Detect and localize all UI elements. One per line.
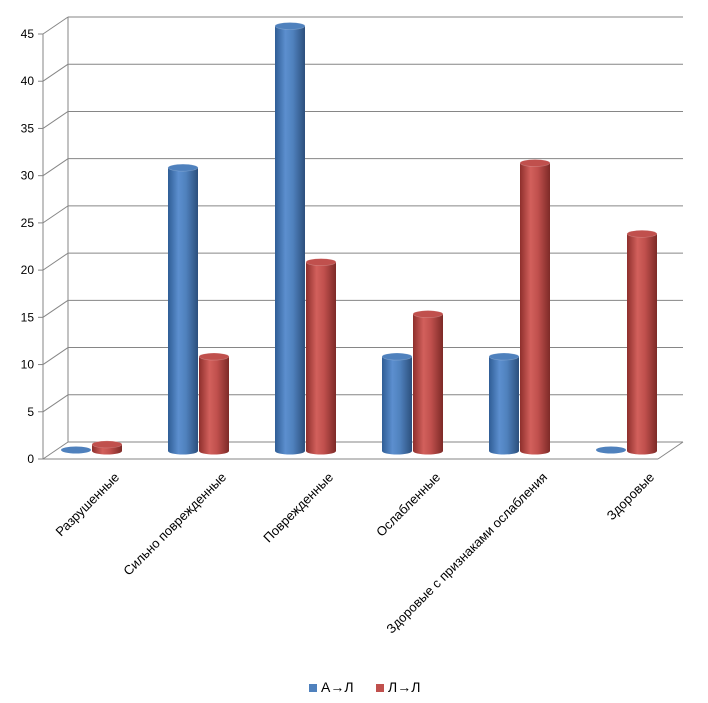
x-tick-label: Здоровые	[604, 470, 657, 523]
gridline-side	[42, 347, 69, 365]
y-axis: 0 5 10 15 20 25 30 35 40 45	[21, 27, 44, 466]
gridline-side	[42, 158, 69, 177]
y-tick-label: 35	[21, 121, 35, 135]
gridline-side	[42, 16, 69, 35]
gridline-side	[42, 111, 69, 129]
x-tick-label: Разрушенные	[52, 470, 122, 540]
legend-item-1: А→Л	[309, 679, 354, 695]
legend-item-2: Л→Л	[376, 679, 420, 695]
y-tick-label: 0	[27, 452, 34, 466]
bar-series2-5	[626, 229, 658, 455]
bar-series2-2	[305, 258, 337, 455]
bar-series1-1	[167, 163, 199, 455]
gridline-side	[42, 252, 69, 271]
bar-series1-4	[488, 352, 520, 455]
legend-label: А→Л	[321, 679, 354, 695]
gridline-side	[42, 63, 69, 82]
bar-series1-3	[381, 352, 413, 455]
bar-series2-1	[198, 352, 230, 455]
y-tick-label: 15	[21, 310, 35, 324]
floor-left-edge	[42, 441, 69, 460]
bar-series1-5	[596, 446, 626, 454]
gridline-side	[42, 299, 69, 318]
y-tick-label: 20	[21, 263, 35, 277]
grid	[42, 16, 684, 460]
bar-series2-3	[412, 310, 444, 455]
y-tick-label: 10	[21, 358, 35, 372]
x-tick-label: Поврежденные	[260, 470, 336, 546]
x-tick-label: Сильно поврежденные	[120, 470, 229, 579]
y-tick-label: 5	[27, 405, 34, 419]
legend: А→Л Л→Л	[309, 679, 420, 695]
y-tick-label: 40	[21, 74, 35, 88]
gridline-side	[42, 394, 69, 413]
gridline-side	[42, 205, 69, 224]
y-tick-label: 45	[21, 27, 35, 41]
bar-series1-0	[61, 446, 91, 454]
floor-right-edge	[657, 441, 684, 460]
legend-swatch	[309, 684, 317, 692]
bar-series2-0	[91, 440, 123, 455]
legend-swatch	[376, 684, 384, 692]
y-tick-label: 25	[21, 216, 35, 230]
bars	[61, 22, 658, 455]
legend-label: Л→Л	[388, 679, 420, 695]
y-tick-label: 30	[21, 169, 35, 183]
x-tick-label: Ослабленные	[373, 470, 443, 540]
bar-series2-4	[519, 159, 551, 455]
bar-series1-2	[274, 22, 306, 455]
